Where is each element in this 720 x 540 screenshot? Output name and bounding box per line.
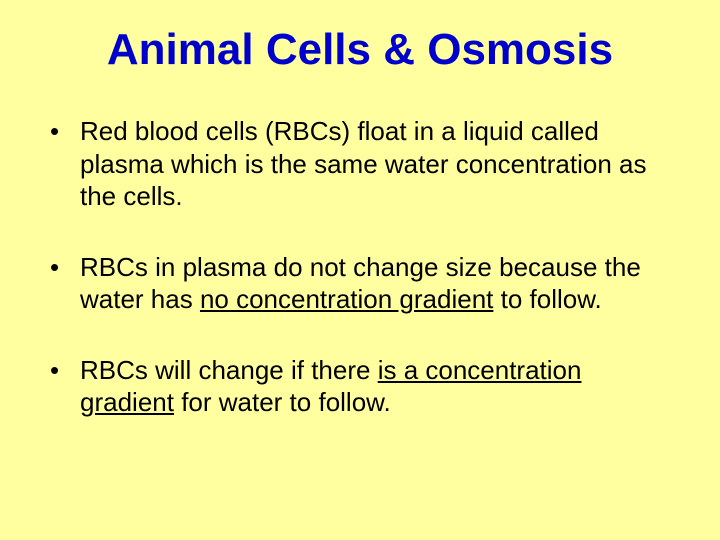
bullet-item: RBCs in plasma do not change size becaus…: [50, 251, 670, 316]
bullet-item: Red blood cells (RBCs) float in a liquid…: [50, 115, 670, 213]
bullet-text-post: for water to follow.: [174, 387, 391, 417]
bullet-list: Red blood cells (RBCs) float in a liquid…: [50, 115, 670, 419]
bullet-text-underlined: no concentration gradient: [200, 284, 493, 314]
bullet-item: RBCs will change if there is a concentra…: [50, 354, 670, 419]
slide-title: Animal Cells & Osmosis: [50, 25, 670, 75]
bullet-text-pre: Red blood cells (RBCs) float in a liquid…: [80, 116, 647, 211]
bullet-text-post: to follow.: [493, 284, 601, 314]
bullet-text-pre: RBCs will change if there: [80, 355, 378, 385]
